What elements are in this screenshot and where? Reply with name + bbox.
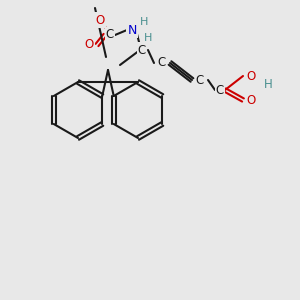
Text: C: C [138,44,146,56]
Text: H: H [264,77,272,91]
Text: O: O [84,38,94,52]
Text: C: C [106,28,114,41]
Text: C: C [158,56,166,70]
Text: O: O [246,70,256,83]
Text: O: O [95,14,105,26]
Text: H: H [140,17,148,27]
Text: N: N [127,23,137,37]
Text: C: C [216,83,224,97]
Text: H: H [144,33,152,43]
Text: C: C [196,74,204,86]
Text: O: O [246,94,256,106]
